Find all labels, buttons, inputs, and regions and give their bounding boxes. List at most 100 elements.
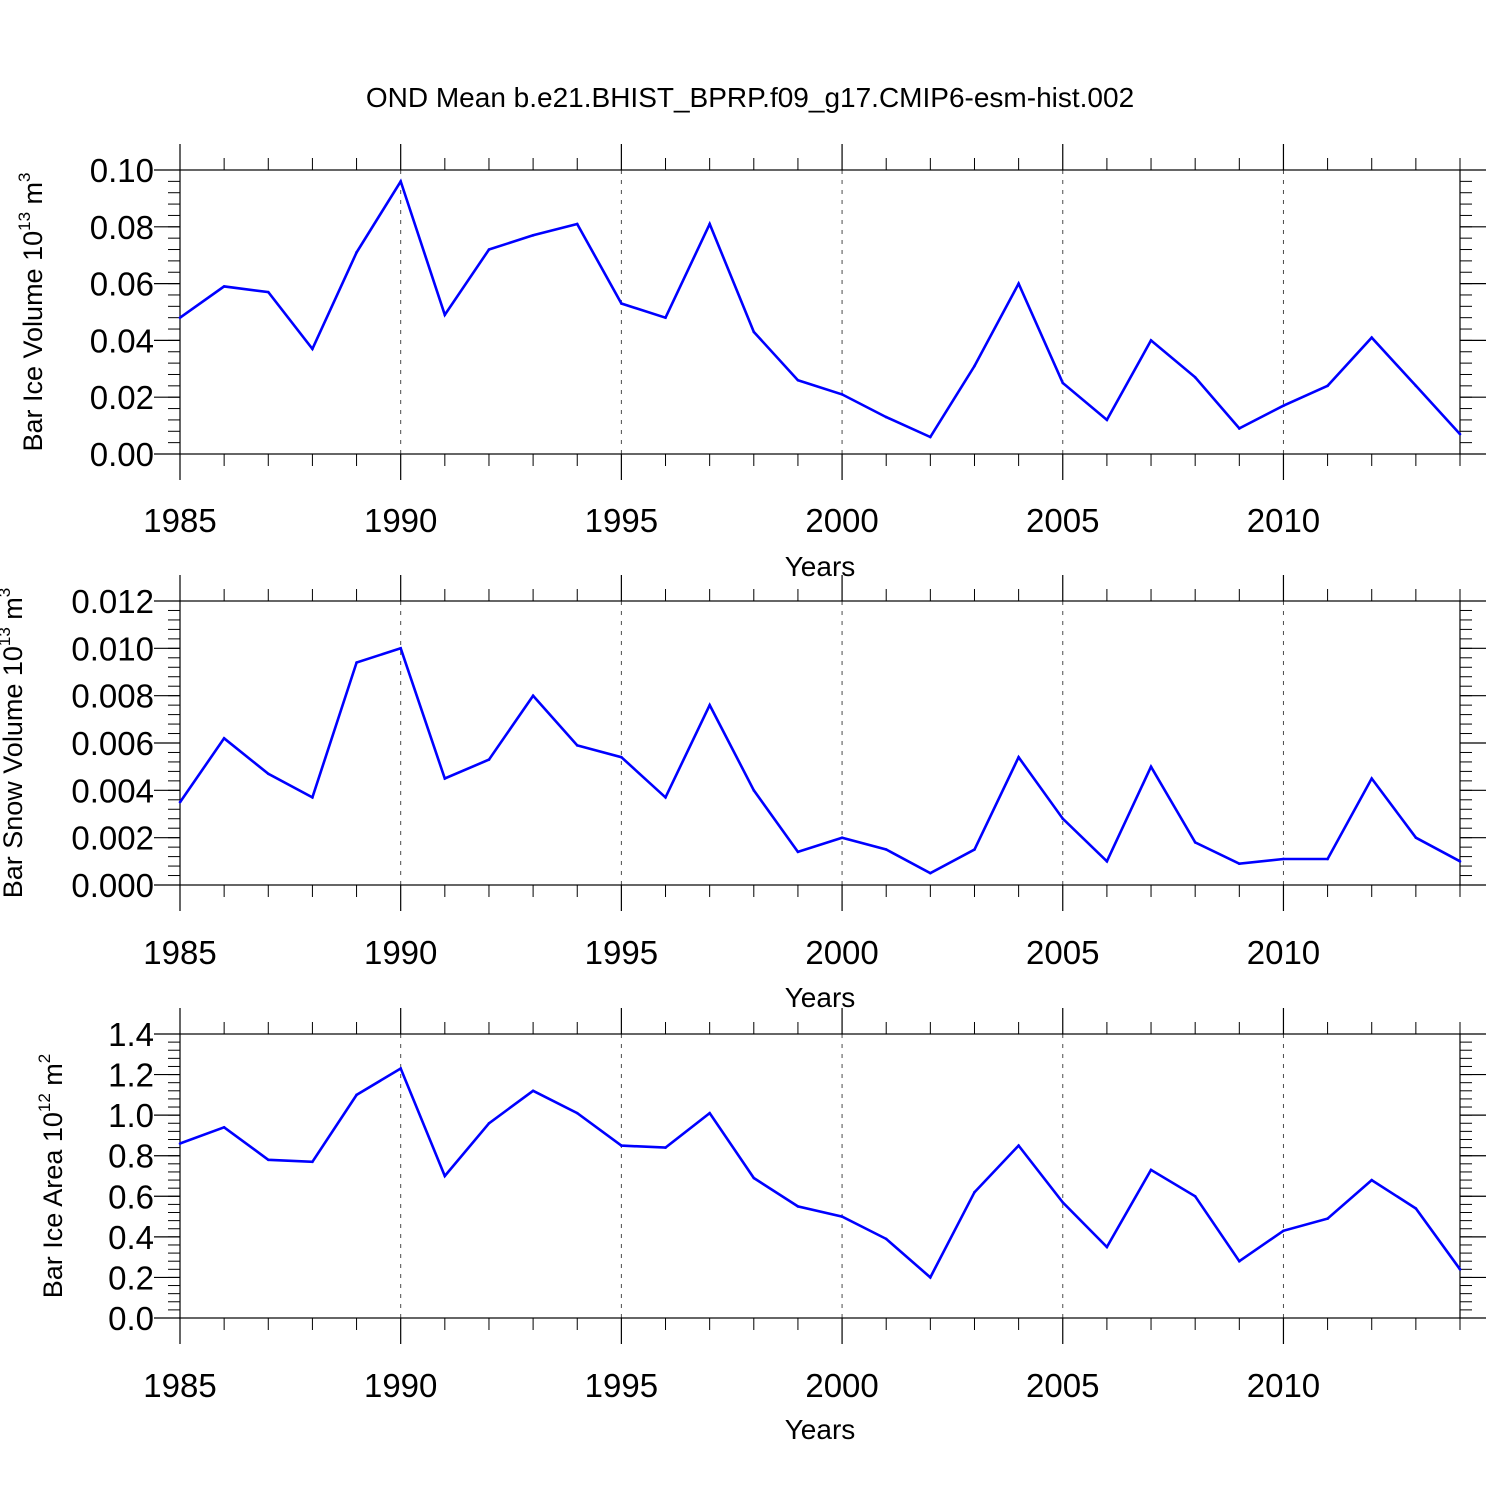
x-tick-label: 1995 [585,934,658,971]
data-point [1414,1207,1418,1210]
chart-panel-2: 0.000 0.002 0.004 0.006 0.008 0.010 0.012 1985 1… [0,575,1486,1013]
x-axis-label: Years [785,551,856,582]
data-point [796,850,800,854]
data-point [840,836,844,839]
data-point [1017,282,1020,285]
y-tick-label: 0.002 [71,820,154,857]
y-tick-label: 0.8 [108,1138,154,1175]
data-point [1458,1268,1462,1271]
data-point [708,703,711,707]
y-tick-label: 0.010 [71,630,154,667]
data-point [708,222,711,226]
x-axis-label: Years [785,1414,856,1445]
x-tick-label: 1990 [364,1367,437,1404]
data-point [664,316,667,319]
x-tick-label: 1990 [364,502,437,539]
data-point [1193,1194,1197,1198]
data-point [1017,755,1020,759]
data-point [1282,857,1285,861]
y-tick-label: 0.004 [71,772,154,809]
x-tick-label: 2000 [805,502,878,539]
data-point [1326,384,1329,388]
x-tick-label: 1985 [143,502,216,539]
data-point [929,871,932,875]
data-point [311,796,314,799]
data-point [1326,1217,1329,1220]
data-point [266,772,270,776]
figure-title: OND Mean b.e21.BHIST_BPRP.f09_g17.CMIP6-… [366,82,1134,113]
data-point [1458,860,1462,863]
y-axis-label-unit-exp: 3 [0,588,14,597]
data-point [487,758,491,761]
data-point [311,1160,314,1164]
y-axis-label: Bar Ice Volume 1013 m3 [15,172,48,451]
y-tick-label: 0.0 [108,1300,154,1337]
data-point [531,234,535,237]
data-point [311,347,314,351]
data-point [1017,1144,1020,1147]
data-point [355,661,358,664]
data-point [1105,1245,1109,1249]
x-tick-label: 2000 [805,934,878,971]
data-point [752,330,756,334]
data-point [884,1237,888,1241]
plot-frame [179,169,1461,455]
y-axis-label-unit: m [38,1063,68,1093]
y-tick-label: 0.08 [90,209,154,246]
data-point [1061,1201,1065,1204]
data-point [840,1215,844,1218]
y-tick-label: 1.4 [108,1016,154,1053]
data-point [708,1111,711,1115]
data-point [796,378,800,382]
data-point [1458,432,1462,436]
y-tick-label: 0.008 [71,678,154,715]
y-axis-label-unit-exp: 3 [15,172,34,181]
data-point [1193,841,1197,844]
plot-frame [179,1033,1461,1319]
data-point [1414,836,1418,839]
data-point [1238,862,1241,865]
data-point [355,251,358,254]
y-tick-label: 0.06 [90,266,154,303]
data-point [1282,1229,1285,1233]
data-point [973,1190,976,1194]
y-tick-label: 0.00 [90,436,154,473]
data-point [752,1176,756,1180]
data-point [1105,860,1109,863]
data-point [884,848,888,851]
data-point [1061,381,1065,385]
x-tick-label: 2010 [1247,934,1320,971]
data-point [443,1174,447,1178]
y-tick-label: 1.0 [108,1097,154,1134]
series-line [178,646,1461,875]
x-tick-label: 2010 [1247,502,1320,539]
data-point [399,180,402,183]
data-point [840,393,844,396]
y-axis-label: Bar Ice Area 1012 m2 [35,1054,68,1299]
y-tick-label: 0.10 [90,152,154,189]
data-point [222,1126,226,1129]
y-axis-label-unit: m [18,182,48,212]
data-point [399,647,402,650]
data-point [796,1205,800,1208]
y-axis-label-exp: 13 [0,627,14,646]
x-tick-label: 1990 [364,934,437,971]
y-tick-label: 0.04 [90,322,154,359]
data-point [1414,384,1418,388]
x-tick-label: 2005 [1026,934,1099,971]
data-point [531,694,535,697]
data-point [575,222,579,226]
y-axis-label: Bar Snow Volume 1013 m3 [0,588,28,899]
data-point [1105,418,1109,422]
y-tick-label: 0.02 [90,379,154,416]
data-point [620,1144,623,1147]
x-tick-label: 1985 [143,934,216,971]
data-point [664,1146,667,1149]
x-tick-label: 1985 [143,1367,216,1404]
data-point [1370,1178,1374,1182]
x-tick-label: 2005 [1026,502,1099,539]
y-tick-label: 1.2 [108,1057,154,1094]
y-tick-label: 0.006 [71,725,154,762]
data-point [752,789,756,792]
